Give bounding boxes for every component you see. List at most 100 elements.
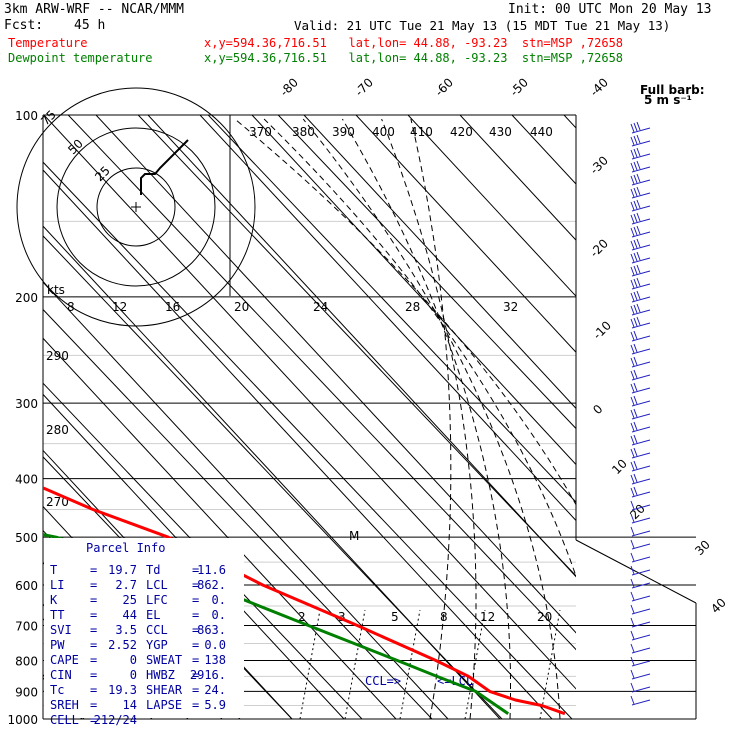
wind-barb [630,395,651,407]
wind-barb [630,473,651,485]
barb-legend-title: Full barb: [640,83,705,97]
isobar-layer [42,114,697,720]
wind-barb-flag [636,160,641,170]
wind-barb-flag [630,448,635,458]
dewpoint-legend-info: x,y=594.36,716.51 lat,lon= 44.88, -93.23… [204,51,624,65]
parcel-info-equals: = [192,653,199,667]
wind-barb [630,330,651,342]
hodo-ring-label: 50 [65,136,86,157]
wind-barb-flag [633,122,638,132]
wind-barb-flag [630,604,635,614]
wind-barb [630,147,651,160]
wind-barb [630,565,651,576]
wind-barb-flag [636,199,641,209]
theta-label: 430 [489,125,512,139]
wind-barb-shaft [631,322,651,329]
parcel-info-equals: = [192,638,199,652]
wind-barb-shaft [631,686,651,693]
parcel-info-key-right: SHEAR [146,683,183,697]
wind-barb-flag [630,422,635,432]
moist-adiabat [381,118,477,719]
wind-barb-flag [630,357,635,367]
parcel-info-equals: = [90,593,97,607]
dry-adiabat [251,115,576,466]
wind-barb [630,526,651,537]
wind-barb-flag [636,290,641,300]
dry-adiabat [43,169,553,719]
wind-barb [630,173,651,186]
parcel-info-value-left: 212/24 [94,713,137,727]
wind-barb-shaft [631,621,651,628]
parcel-info-key-left: LI [50,578,64,592]
isotherm [67,115,576,651]
wind-barb-shaft [631,387,651,394]
wind-barb-shaft [631,400,651,407]
wind-barb [630,212,651,225]
barb-legend-unit: 5 m s⁻¹ [644,93,692,107]
wind-barb [630,382,651,394]
right-axis-diagonal [575,539,697,604]
lcl-marker: <=LCL [437,674,473,688]
wind-barb-flag [633,330,638,340]
wind-barb-flag [633,395,638,405]
isotherm [277,115,576,430]
wind-barb-shaft [631,491,651,498]
wind-barb [630,290,651,303]
wind-barb-shaft [631,127,651,134]
wind-barb-flag [630,149,635,159]
dry-adiabat [43,115,576,690]
wind-barb [630,604,651,615]
wind-barb-shaft [631,504,651,511]
wind-barb-flag [636,121,641,131]
wind-barb-shaft [631,465,651,472]
pressure-tick-label: 300 [15,397,38,411]
wind-barb-shaft [631,283,651,290]
wind-barb-shaft [631,478,651,485]
wind-barb-shaft [631,582,651,589]
parcel-info-key-right: HWBZ [146,668,175,682]
parcel-info-value-right: 0.0 [204,638,226,652]
wind-barb-flag [636,277,641,287]
wind-barb [630,251,651,264]
valid-time: Valid: 21 UTC Tue 21 May 13 (15 MDT Tue … [294,18,671,33]
wind-barb-flag [633,174,638,184]
parcel-info-key-right: Td [146,563,160,577]
wind-barb [630,134,651,147]
temperature-profile [43,486,566,716]
wind-barb-shaft [631,556,651,563]
wind-barb [630,656,651,667]
wind-barb-flag [630,331,635,341]
parcel-info-value-left: 0 [130,668,137,682]
hodo-speed-tick: 20 [234,300,249,314]
wind-barb [630,682,651,693]
parcel-info-equals: = [90,608,97,622]
dewpoint-profile [43,533,510,715]
theta-label: 380 [292,125,315,139]
wind-barb-flag [630,539,635,549]
wind-barb-shaft [631,361,651,368]
theta-label: 420 [450,125,473,139]
wind-barb-shaft [631,309,651,316]
isotherm-label: -70 [352,75,376,99]
mixing-ratio-line [344,609,366,719]
parcel-info-equals: = [90,563,97,577]
hodo-ring-label: 25 [92,163,113,184]
hodo-ring [16,87,256,327]
parcel-info-value-left: 25 [123,593,137,607]
wind-barb-flag [630,474,635,484]
parcel-info-title: Parcel Info [86,541,165,555]
parcel-info-equals: = [90,713,97,727]
isotherm-label: -30 [587,153,611,177]
wind-barb-shaft [631,257,651,264]
isotherm-label: 0 [590,402,605,417]
wind-barb-shaft [631,426,651,433]
wind-barb [630,225,651,238]
wind-barb-shaft [631,413,651,420]
parcel-info-equals: = [90,698,97,712]
parcel-info-value-left: 44 [123,608,137,622]
wind-barb-flag [633,135,638,145]
wind-barb [630,356,651,368]
theta-label: 400 [372,125,395,139]
moist-adiabat [263,118,576,578]
wind-barb-flag [630,279,635,289]
